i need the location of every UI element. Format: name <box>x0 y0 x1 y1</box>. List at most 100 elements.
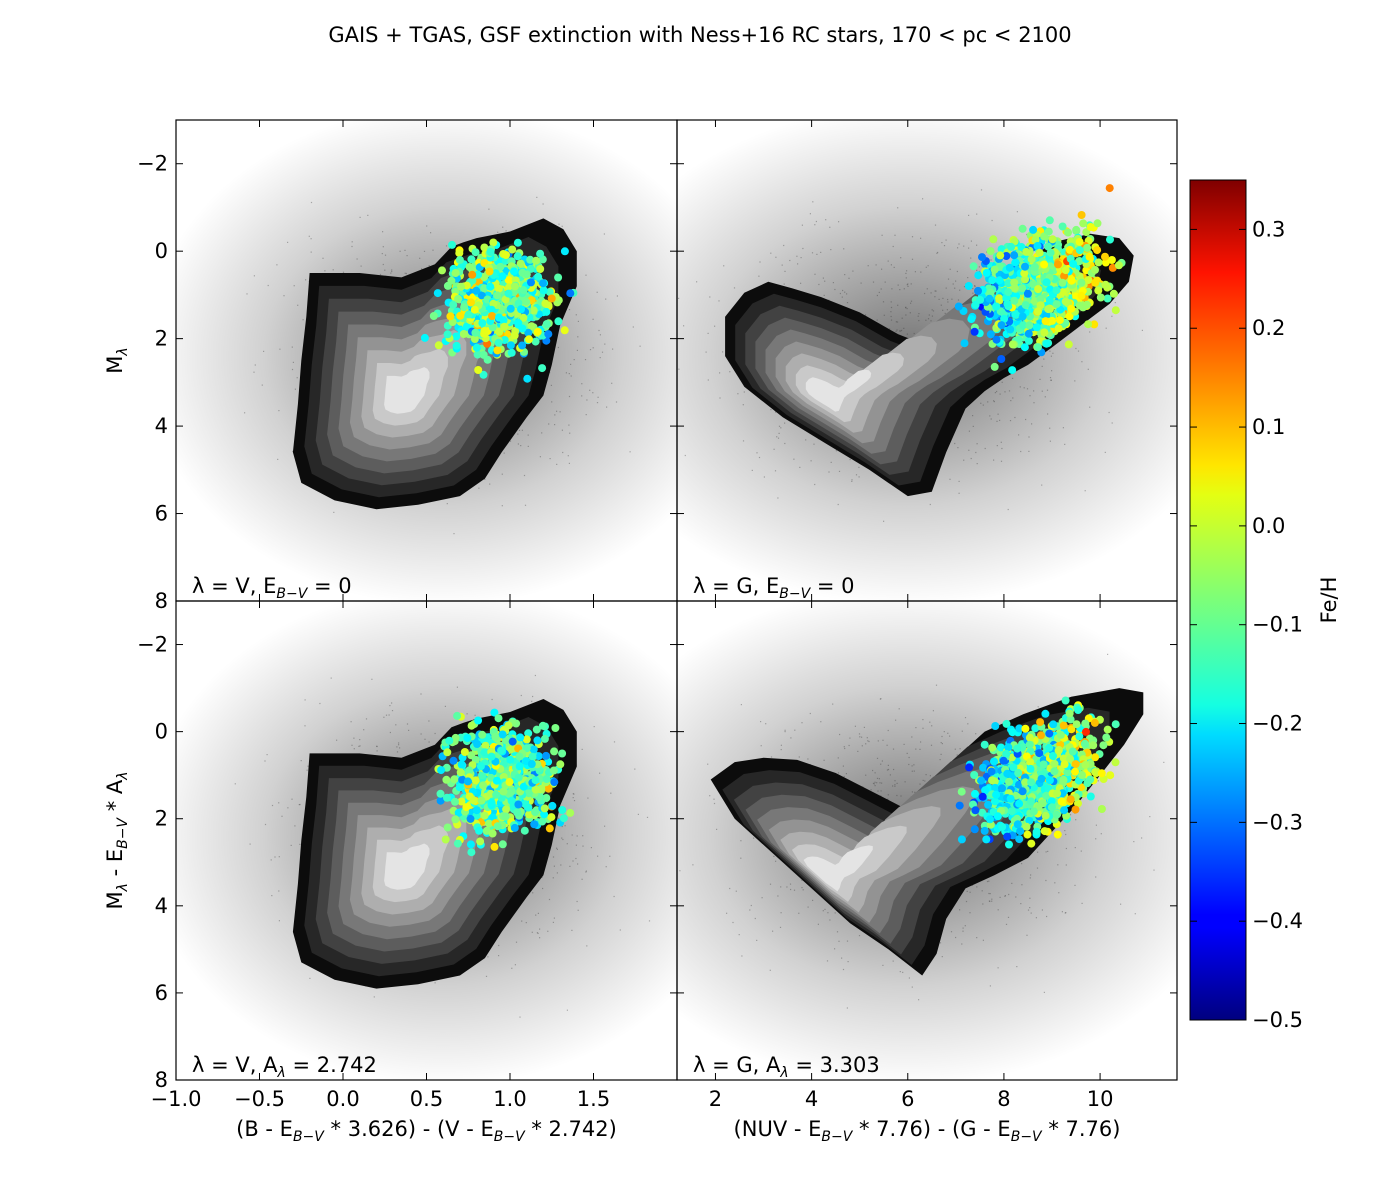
rc-star <box>991 722 1000 730</box>
rc-star <box>525 335 533 344</box>
rc-star <box>1021 778 1030 787</box>
x-tick-label: 10 <box>1087 1087 1114 1111</box>
rc-star <box>1059 775 1068 784</box>
rc-star <box>449 300 458 309</box>
rc-star <box>527 760 536 768</box>
rc-star <box>1101 280 1110 289</box>
rc-star <box>502 805 511 814</box>
rc-star <box>1002 252 1011 260</box>
rc-star <box>1015 724 1024 733</box>
rc-star <box>995 276 1004 285</box>
rc-star <box>1056 730 1065 739</box>
rc-star <box>472 343 481 352</box>
rc-star <box>477 796 486 805</box>
rc-star <box>467 848 476 857</box>
rc-star <box>457 760 466 769</box>
rc-star <box>1004 288 1013 297</box>
rc-star <box>494 714 503 723</box>
rc-star <box>1021 724 1030 733</box>
rc-star <box>531 785 540 794</box>
rc-star <box>542 794 551 802</box>
rc-star <box>445 736 454 745</box>
rc-star <box>1111 758 1120 767</box>
rc-star <box>420 333 429 342</box>
rc-star <box>1021 275 1029 284</box>
rc-star <box>1093 219 1102 228</box>
rc-star <box>1086 792 1095 801</box>
rc-star <box>501 812 510 821</box>
rc-star <box>1044 227 1053 236</box>
figure-title: GAIS + TGAS, GSF extinction with Ness+16… <box>328 23 1071 47</box>
rc-star <box>504 276 513 285</box>
rc-star <box>514 319 523 327</box>
rc-star <box>974 286 982 295</box>
rc-star <box>960 339 969 348</box>
rc-star <box>990 265 999 274</box>
rc-star <box>545 824 554 833</box>
rc-star <box>1061 297 1070 306</box>
rc-star <box>474 366 483 374</box>
rc-star <box>992 335 1001 344</box>
rc-star <box>1068 747 1077 756</box>
rc-star <box>1054 746 1063 755</box>
rc-star <box>549 766 558 775</box>
rc-star <box>451 269 460 277</box>
rc-star <box>1032 827 1041 836</box>
rc-star <box>504 289 513 298</box>
rc-star <box>1091 265 1099 274</box>
y-tick-label: 4 <box>155 894 168 918</box>
rc-star <box>1041 317 1050 326</box>
rc-star <box>467 255 476 264</box>
rc-star <box>964 282 973 290</box>
rc-star <box>1024 329 1033 338</box>
rc-star <box>539 279 547 288</box>
rc-star <box>1103 294 1112 303</box>
rc-star <box>1030 262 1039 271</box>
rc-star <box>1072 225 1081 234</box>
rc-star <box>1003 769 1012 778</box>
rc-star <box>1015 799 1024 808</box>
rc-star <box>455 783 464 792</box>
rc-star <box>483 355 492 364</box>
rc-star <box>984 800 993 809</box>
rc-star <box>992 302 1001 311</box>
rc-star <box>493 822 502 831</box>
rc-star <box>1097 805 1106 813</box>
rc-star <box>1024 336 1033 345</box>
rc-star <box>523 374 532 383</box>
rc-star <box>1032 323 1041 332</box>
rc-star <box>441 835 450 844</box>
colorbar-tick-label: 0.3 <box>1252 217 1285 241</box>
rc-star <box>481 741 490 750</box>
rc-star <box>1008 728 1017 737</box>
rc-star <box>478 771 486 780</box>
rc-stars <box>954 184 1126 375</box>
rc-star <box>437 766 446 775</box>
rc-star <box>1077 291 1086 300</box>
x-tick-label: 8 <box>997 1087 1010 1111</box>
rc-star <box>974 271 983 280</box>
rc-star <box>486 248 495 256</box>
rc-star <box>1045 216 1054 225</box>
rc-star <box>1042 278 1051 287</box>
rc-star <box>1072 720 1081 729</box>
rc-star <box>534 272 543 281</box>
rc-star <box>469 796 478 805</box>
rc-star <box>1021 262 1029 271</box>
rc-star <box>480 748 489 757</box>
rc-star <box>451 733 460 742</box>
rc-star <box>471 248 480 257</box>
rc-star <box>492 776 501 785</box>
rc-star <box>451 815 460 824</box>
rc-star <box>488 829 497 838</box>
rc-star <box>470 305 479 314</box>
rc-star <box>522 297 531 306</box>
rc-star <box>982 268 991 277</box>
rc-star <box>556 760 565 769</box>
rc-star <box>1007 242 1016 251</box>
rc-star <box>515 762 524 771</box>
rc-star <box>499 787 508 796</box>
rc-star <box>1046 248 1055 257</box>
panel-annotation: λ = G, Aλ = 3.303 <box>693 1053 880 1081</box>
rc-star <box>560 326 569 335</box>
